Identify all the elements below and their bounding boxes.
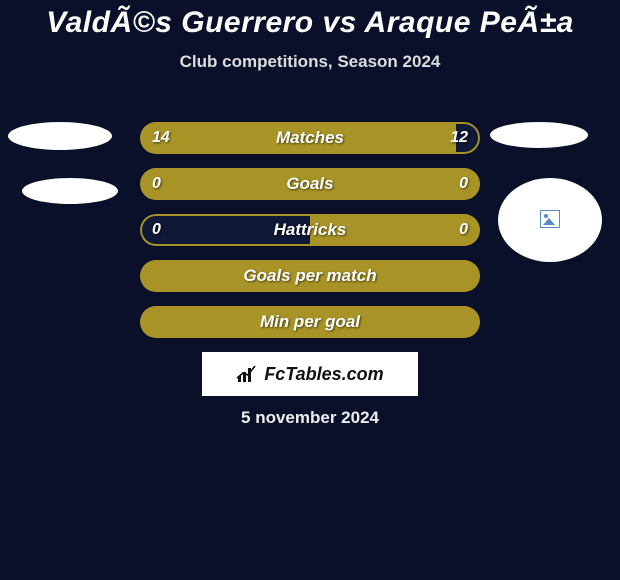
stat-value-left: 0 xyxy=(152,168,161,200)
player-left-avatar-bottom xyxy=(22,178,118,204)
stat-row: Hattricks0 0 xyxy=(140,214,480,246)
stat-row: Goals per match xyxy=(140,260,480,292)
stat-value-right: 0 xyxy=(459,168,468,200)
stat-row: Min per goal xyxy=(140,306,480,338)
page-title: ValdÃ©s Guerrero vs Araque PeÃ±a xyxy=(0,0,620,40)
stat-label: Matches xyxy=(140,122,480,154)
stat-label: Min per goal xyxy=(140,306,480,338)
stat-value-right: 0 xyxy=(459,214,468,246)
subtitle: Club competitions, Season 2024 xyxy=(0,52,620,72)
date-text: 5 november 2024 xyxy=(0,408,620,428)
stats-container: Matches1412Goals00Hattricks00Goals per m… xyxy=(140,122,480,352)
player-left-avatar-top xyxy=(8,122,112,150)
stat-value-left: 0 xyxy=(152,214,161,246)
player-right-avatar-top xyxy=(490,122,588,148)
stat-value-right: 12 xyxy=(450,122,468,154)
placeholder-image-icon xyxy=(540,210,560,228)
stat-label: Goals per match xyxy=(140,260,480,292)
brand-badge: FcTables.com xyxy=(202,352,418,396)
stat-label: Hattricks xyxy=(140,214,480,246)
stat-label: Goals xyxy=(140,168,480,200)
brand-text: FcTables.com xyxy=(264,364,383,385)
stat-row: Matches14 12 xyxy=(140,122,480,154)
brand-chart-icon xyxy=(236,364,258,384)
stat-value-left: 14 xyxy=(152,122,170,154)
stat-row: Goals0 0 xyxy=(140,168,480,200)
